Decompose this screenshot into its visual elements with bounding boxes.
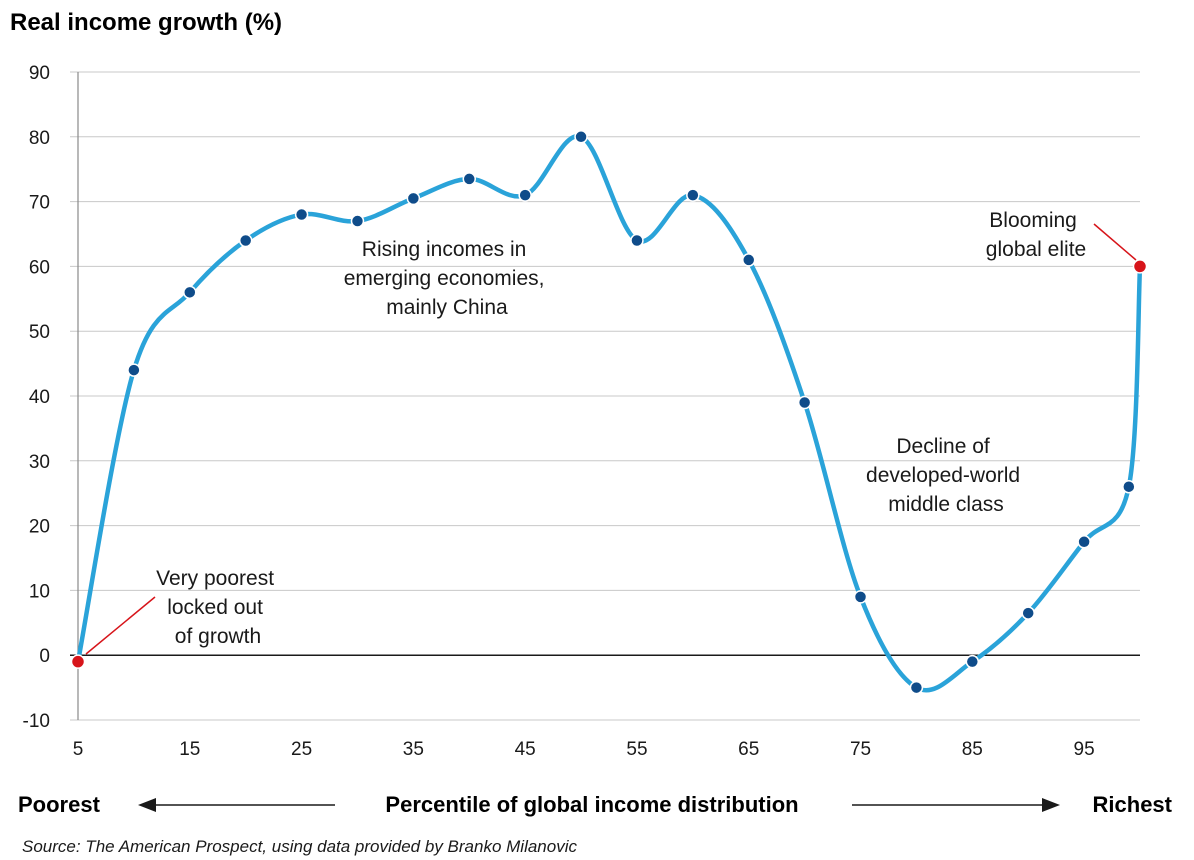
data-point-55 [630, 233, 644, 248]
annotation-poorest: Very poorest locked out of growth [156, 567, 280, 648]
x-axis-title: Percentile of global income distribution [385, 792, 798, 817]
x-tick-label-15: 15 [179, 739, 200, 760]
y-tick-label-50: 50 [29, 322, 50, 343]
elite-leader-line [1093, 223, 1137, 261]
data-point-99 [1122, 479, 1136, 494]
annotation-elite-line-2: global elite [986, 238, 1086, 261]
y-tick-label-90: 90 [29, 63, 50, 84]
x-tick-label-85: 85 [962, 739, 983, 760]
data-point-35 [406, 191, 421, 206]
data-point-15 [183, 285, 197, 300]
data-point-20 [238, 233, 253, 248]
annotation-poorest-line-3: of growth [175, 625, 261, 648]
data-point-95 [1077, 535, 1091, 549]
x-tick-label-75: 75 [850, 739, 871, 760]
data-point-85 [965, 654, 980, 669]
highlight-point-5 [70, 654, 86, 669]
y-tick-labels: -10 0 10 20 30 40 50 60 70 80 90 [23, 63, 50, 732]
y-tick-label-0: 0 [39, 646, 50, 667]
data-points [70, 130, 1148, 695]
y-tick-label-60: 60 [29, 257, 50, 278]
data-point-60 [686, 188, 700, 202]
y-tick-label-30: 30 [29, 452, 50, 473]
highlight-point-100 [1132, 259, 1148, 274]
annotation-emerging-line-1: Rising incomes in [362, 238, 527, 261]
x-tick-label-35: 35 [403, 739, 424, 760]
richest-label: Richest [1093, 792, 1173, 817]
x-tick-label-45: 45 [515, 739, 536, 760]
arrow-left-icon [138, 798, 335, 812]
poorest-label: Poorest [18, 792, 101, 817]
arrow-right-icon [852, 798, 1060, 812]
annotation-decline-line-3: middle class [888, 493, 1004, 516]
source-note: Source: The American Prospect, using dat… [22, 837, 577, 856]
data-point-70 [797, 395, 812, 410]
data-point-45 [518, 188, 532, 202]
annotation-decline-line-1: Decline of [896, 435, 990, 458]
data-point-75 [853, 590, 868, 604]
data-point-65 [741, 253, 756, 267]
y-tick-label-20: 20 [29, 517, 50, 538]
chart-title: Real income growth (%) [10, 9, 282, 36]
data-point-25 [294, 207, 309, 222]
x-tick-label-25: 25 [291, 739, 312, 760]
gridlines [70, 71, 1140, 721]
data-point-30 [350, 214, 365, 228]
y-tick-label-70: 70 [29, 193, 50, 214]
data-point-50 [574, 130, 588, 144]
y-tick-label--10: -10 [23, 711, 50, 732]
annotation-poorest-line-2: locked out [167, 596, 263, 619]
data-point-80 [909, 680, 924, 695]
x-tick-label-55: 55 [626, 739, 647, 760]
data-point-90 [1021, 606, 1035, 620]
x-tick-labels: 5 15 25 35 45 55 65 75 85 95 [73, 739, 1095, 760]
annotation-decline-line-2: developed-world [866, 464, 1020, 487]
annotation-elite: Blooming global elite [986, 209, 1086, 261]
annotation-elite-line-1: Blooming [989, 209, 1077, 232]
annotation-emerging-line-2: emerging economies, [344, 267, 545, 290]
y-tick-label-10: 10 [29, 581, 50, 602]
data-point-10 [127, 363, 141, 377]
annotation-decline: Decline of developed-world middle class [866, 435, 1026, 516]
x-tick-label-65: 65 [738, 739, 759, 760]
x-tick-label-95: 95 [1074, 739, 1095, 760]
annotation-poorest-line-1: Very poorest [156, 567, 274, 590]
x-tick-label-5: 5 [73, 739, 84, 760]
poorest-leader-line [85, 596, 156, 655]
y-tick-label-80: 80 [29, 128, 50, 149]
annotation-emerging-line-3: mainly China [386, 296, 508, 319]
data-point-40 [462, 172, 477, 186]
annotation-emerging: Rising incomes in emerging economies, ma… [344, 238, 551, 319]
y-tick-label-40: 40 [29, 387, 50, 408]
